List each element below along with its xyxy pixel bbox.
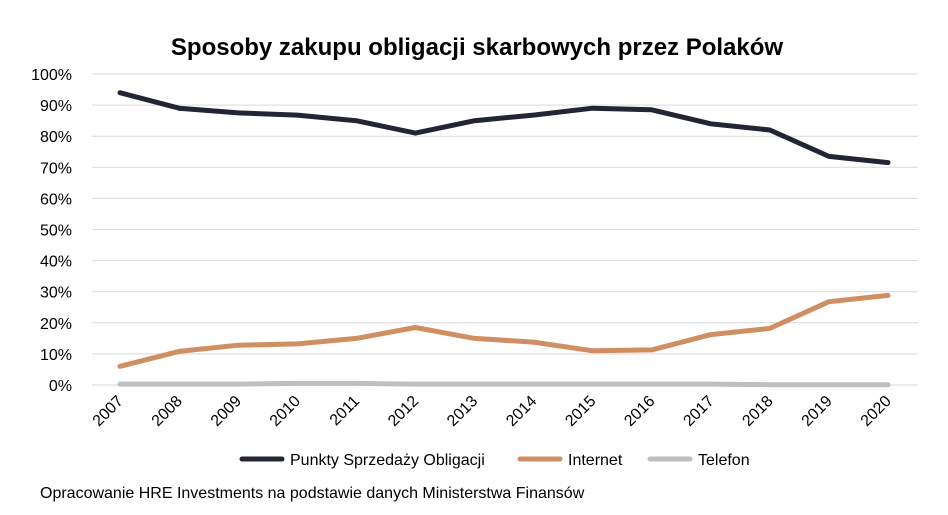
x-tick-label: 2010 [267,393,304,430]
y-tick-label: 10% [40,347,72,364]
x-axis-ticks: 2007 2008 2009 2010 2011 2012 2013 2014 2015 2016… [90,393,895,430]
x-tick-label: 2016 [621,393,658,430]
y-tick-label: 40% [40,254,72,271]
legend-label: Telefon [698,452,750,469]
x-tick-label: 2014 [503,393,540,430]
x-tick-label: 2015 [562,393,599,430]
y-axis-ticks: 0% 10% 20% 30% 40% 50% 60% 70% 80% 90% 100% [31,67,72,395]
series-lines [117,90,891,388]
y-tick-label: 50% [40,223,72,240]
y-tick-label: 60% [40,191,72,208]
x-tick-label: 2012 [385,393,422,430]
y-tick-label: 80% [40,129,72,146]
chart-title: Sposoby zakupu obligacji skarbowych prze… [171,34,783,61]
series-line [117,292,891,369]
y-tick-label: 100% [31,67,72,84]
y-tick-label: 20% [40,316,72,333]
x-tick-label: 2008 [149,393,186,430]
y-tick-label: 0% [49,378,72,395]
gridlines [92,73,918,386]
x-tick-label: 2013 [444,393,481,430]
source-note: Opracowanie HRE Investments na podstawie… [40,485,585,502]
x-tick-label: 2007 [90,393,127,430]
x-tick-label: 2018 [739,393,776,430]
x-tick-label: 2011 [327,393,363,429]
x-tick-label: 2017 [680,393,717,430]
legend-label: Punkty Sprzedaży Obligacji [290,452,485,469]
y-tick-label: 70% [40,160,72,177]
x-tick-label: 2009 [208,393,245,430]
series-line [117,380,891,388]
y-tick-label: 90% [40,98,72,115]
legend: Punkty Sprzedaży Obligacji Internet Telefo… [239,452,750,469]
x-tick-label: 2020 [858,393,895,430]
y-tick-label: 30% [40,285,72,302]
legend-label: Internet [568,452,623,469]
series-line [117,90,891,166]
x-tick-label: 2019 [799,393,836,430]
